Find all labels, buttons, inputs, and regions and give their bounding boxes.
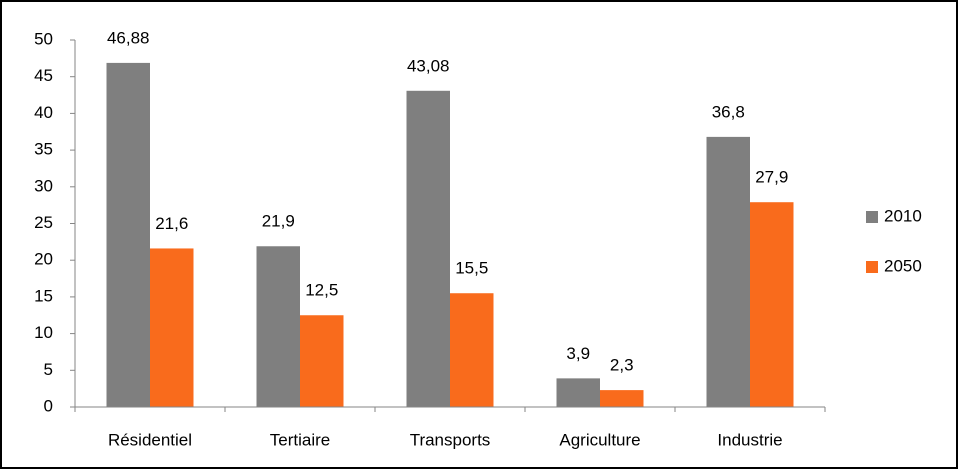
- value-label: 3,9: [566, 344, 590, 363]
- bar: [300, 315, 344, 407]
- value-label: 46,88: [107, 28, 150, 47]
- value-label: 12,5: [305, 281, 338, 300]
- value-label: 36,8: [712, 102, 745, 121]
- value-label: 43,08: [407, 56, 450, 75]
- x-tick-label: Tertiaire: [270, 430, 330, 449]
- y-tick-label: 10: [34, 323, 53, 342]
- bar: [600, 390, 644, 407]
- bar: [706, 136, 750, 407]
- bar: [106, 62, 150, 408]
- bar: [150, 248, 194, 407]
- y-tick-label: 40: [34, 103, 53, 122]
- value-label: 15,5: [455, 259, 488, 278]
- y-tick-label: 15: [34, 286, 53, 305]
- y-tick-label: 30: [34, 176, 53, 195]
- legend-label: 2050: [884, 256, 922, 275]
- y-tick-label: 35: [34, 140, 53, 159]
- y-tick-label: 25: [34, 213, 53, 232]
- bar: [750, 202, 794, 407]
- value-label: 2,3: [610, 356, 634, 375]
- legend-swatch: [866, 261, 878, 273]
- bar: [556, 378, 600, 407]
- y-tick-label: 45: [34, 66, 53, 85]
- y-tick-label: 20: [34, 250, 53, 269]
- legend-swatch: [866, 211, 878, 223]
- x-tick-label: Transports: [410, 430, 491, 449]
- value-label: 21,6: [155, 214, 188, 233]
- legend-label: 2010: [884, 206, 922, 225]
- bar: [406, 90, 450, 408]
- bar: [450, 293, 494, 407]
- x-tick-label: Industrie: [717, 430, 782, 449]
- value-label: 21,9: [262, 212, 295, 231]
- y-tick-label: 0: [44, 396, 53, 415]
- y-tick-label: 50: [34, 29, 53, 48]
- value-label: 27,9: [755, 168, 788, 187]
- bar: [256, 246, 300, 407]
- x-tick-label: Agriculture: [559, 430, 640, 449]
- x-tick-label: Résidentiel: [108, 430, 192, 449]
- y-tick-label: 5: [44, 360, 53, 379]
